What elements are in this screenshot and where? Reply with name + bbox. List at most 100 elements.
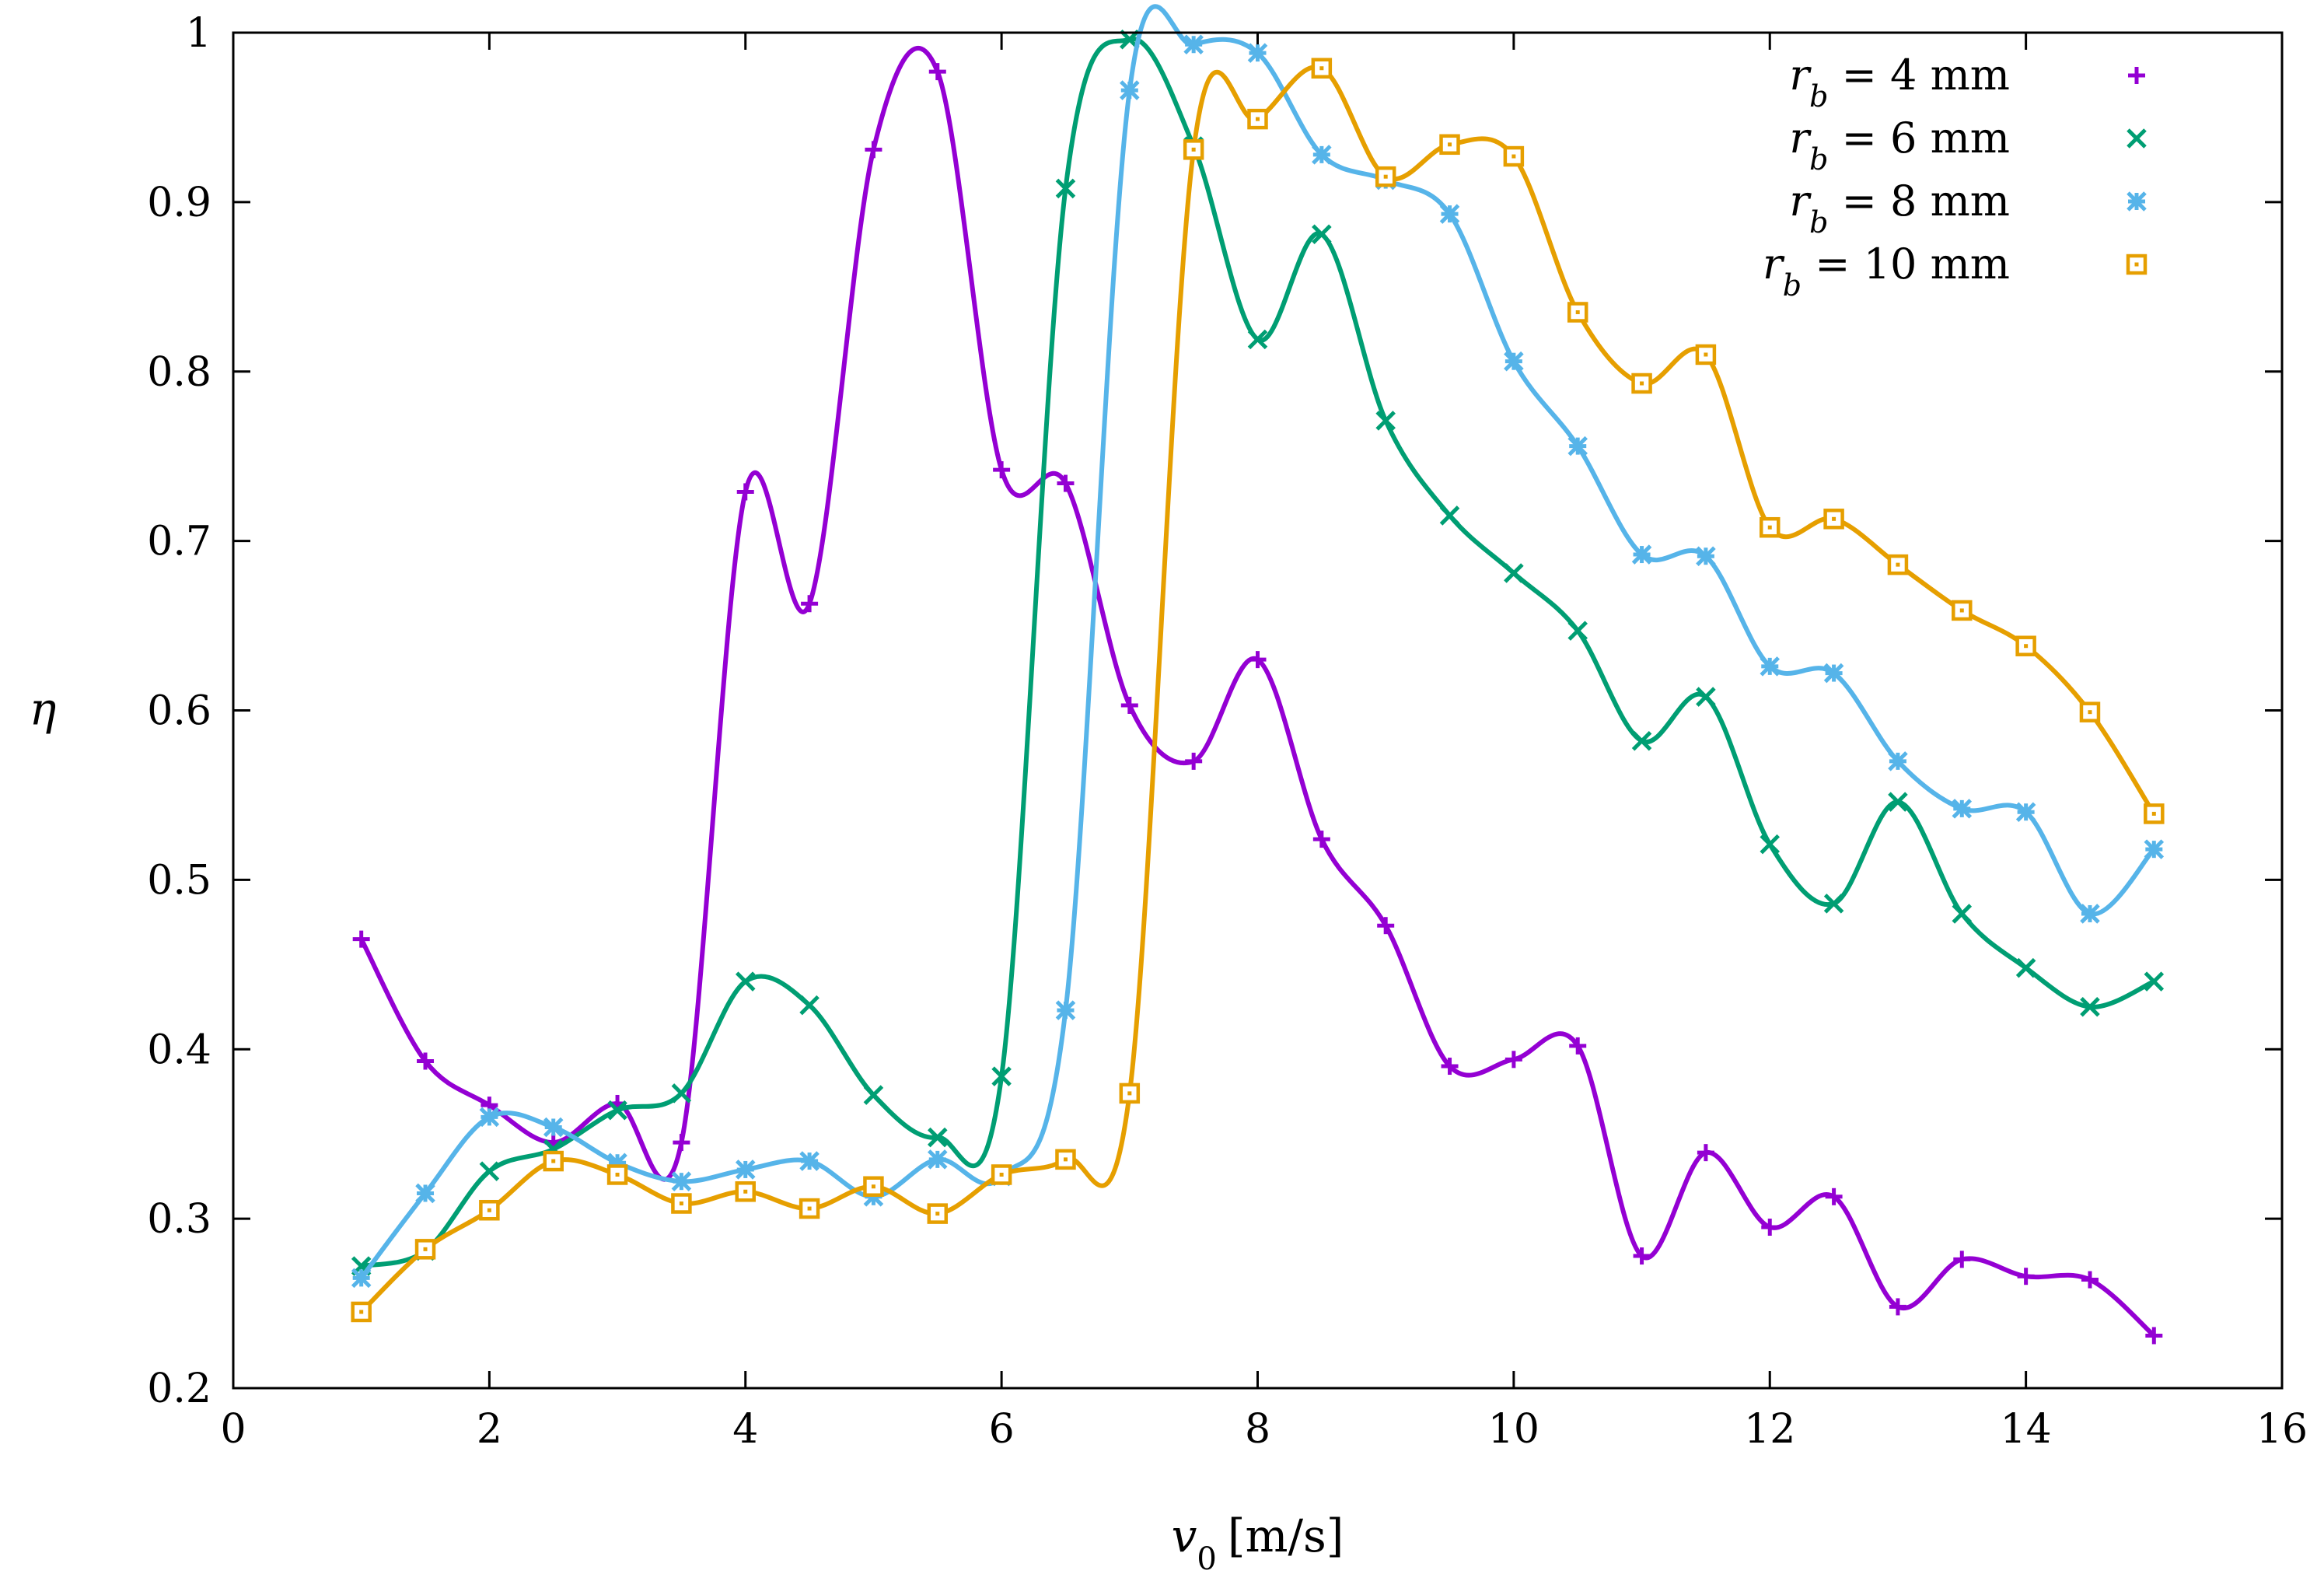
data-point — [1055, 178, 1076, 199]
data-point-d2 — [1952, 904, 1973, 924]
data-point — [1249, 651, 1267, 669]
data-point — [991, 1164, 1012, 1185]
data-point-d2 — [1247, 329, 1268, 350]
x-axis-label-var: v — [1172, 1509, 1197, 1562]
data-point-dot — [1832, 516, 1836, 521]
data-point — [2079, 701, 2101, 722]
tick-labels: 0 2 4 6 8 10 12 14 16 0.2 0.3 0.4 0.5 0.6 0.7 0.8 0.9 1 — [147, 10, 2308, 1453]
data-point — [1631, 730, 1652, 751]
data-point — [1183, 34, 1204, 55]
data-point — [1247, 329, 1268, 350]
data-point-dot — [615, 1172, 620, 1177]
data-point-d2 — [1439, 505, 1460, 526]
data-point — [991, 1066, 1012, 1086]
data-point-d2 — [351, 1268, 372, 1289]
y-tick-label: 1 — [186, 10, 211, 57]
data-point-d2 — [928, 1149, 948, 1170]
data-point-dot — [423, 1247, 428, 1251]
data-point — [415, 1183, 435, 1204]
data-point — [1439, 204, 1460, 224]
data-point-dot — [2024, 644, 2029, 649]
data-point-dot — [935, 1212, 940, 1216]
y-tick-label: 0.3 — [147, 1196, 211, 1243]
data-point — [673, 1134, 690, 1152]
data-point-d2 — [1952, 799, 1973, 819]
data-point — [1889, 1298, 1906, 1316]
data-point-dot — [1063, 1157, 1068, 1162]
legend-marker-4-dot — [2134, 262, 2139, 267]
data-point — [479, 1199, 500, 1221]
x-tick-label: 6 — [989, 1406, 1015, 1453]
data-point — [1504, 351, 1524, 372]
data-point — [1567, 621, 1588, 641]
data-point — [479, 1161, 500, 1181]
x-tick-label: 14 — [2001, 1406, 2052, 1453]
data-point — [863, 1085, 884, 1105]
data-point — [1120, 696, 1138, 714]
data-point-d2 — [735, 971, 756, 992]
data-point-dot — [1256, 117, 1260, 121]
legend-marker-3-d2 — [2127, 191, 2147, 212]
data-point — [1888, 792, 1908, 812]
data-point-d2 — [1760, 834, 1781, 855]
legend-label-sub: b — [1809, 205, 1828, 240]
data-point — [671, 1171, 692, 1191]
data-point — [1823, 663, 1844, 684]
data-point — [607, 1100, 627, 1121]
data-point-dot — [359, 1310, 364, 1314]
data-point — [993, 461, 1011, 479]
series-line — [358, 37, 2157, 1269]
data-point-d2 — [1375, 411, 1396, 431]
data-point — [2145, 1327, 2163, 1345]
x-tick-label: 12 — [1744, 1406, 1795, 1453]
data-point — [1311, 58, 1333, 79]
data-point-dot — [1319, 66, 1324, 71]
data-point-dot — [807, 1206, 812, 1211]
data-point — [352, 930, 370, 948]
data-point — [543, 1150, 564, 1172]
data-point — [735, 1160, 756, 1180]
data-point — [606, 1164, 628, 1185]
series-line — [358, 65, 2157, 1314]
data-point — [799, 995, 820, 1016]
legend-marker-2 — [2127, 128, 2147, 149]
data-point — [1375, 166, 1396, 187]
data-point — [927, 1203, 949, 1224]
data-point-dot — [1896, 562, 1900, 567]
y-tick-label: 0.5 — [147, 857, 211, 904]
data-point-d2 — [2015, 957, 2036, 978]
data-point — [928, 63, 946, 81]
data-point-d2 — [543, 1117, 564, 1138]
data-point — [671, 1193, 692, 1214]
legend-label-var: r — [1789, 51, 1812, 100]
data-point — [1441, 1058, 1459, 1076]
data-point-d2 — [1823, 894, 1844, 914]
data-point-d2 — [1888, 751, 1908, 771]
legend-marker-3 — [2127, 191, 2147, 212]
data-point — [1504, 1051, 1522, 1069]
data-point — [1569, 1037, 1587, 1055]
data-point-dot — [2088, 710, 2092, 715]
y-tick-label: 0.2 — [147, 1366, 211, 1412]
data-point-dot — [871, 1184, 875, 1189]
legend-label-var: r — [1763, 240, 1785, 289]
data-point — [736, 483, 754, 501]
data-point-dot — [743, 1189, 748, 1194]
legend-marker-1 — [2128, 67, 2145, 84]
data-point — [1567, 435, 1588, 456]
data-point — [2015, 635, 2036, 656]
plot-frame — [232, 31, 2284, 1390]
data-point — [1823, 509, 1844, 530]
data-point — [735, 1181, 756, 1202]
data-point — [1631, 544, 1652, 565]
data-point — [1953, 1250, 1971, 1268]
data-point — [351, 1268, 372, 1289]
data-point-d2 — [1696, 687, 1716, 707]
series-3 — [351, 4, 2165, 1289]
data-point-dot — [1640, 381, 1644, 386]
legend-marker-4 — [2126, 254, 2148, 275]
data-point-d2 — [991, 1066, 1012, 1086]
y-tick-label: 0.7 — [147, 519, 211, 565]
